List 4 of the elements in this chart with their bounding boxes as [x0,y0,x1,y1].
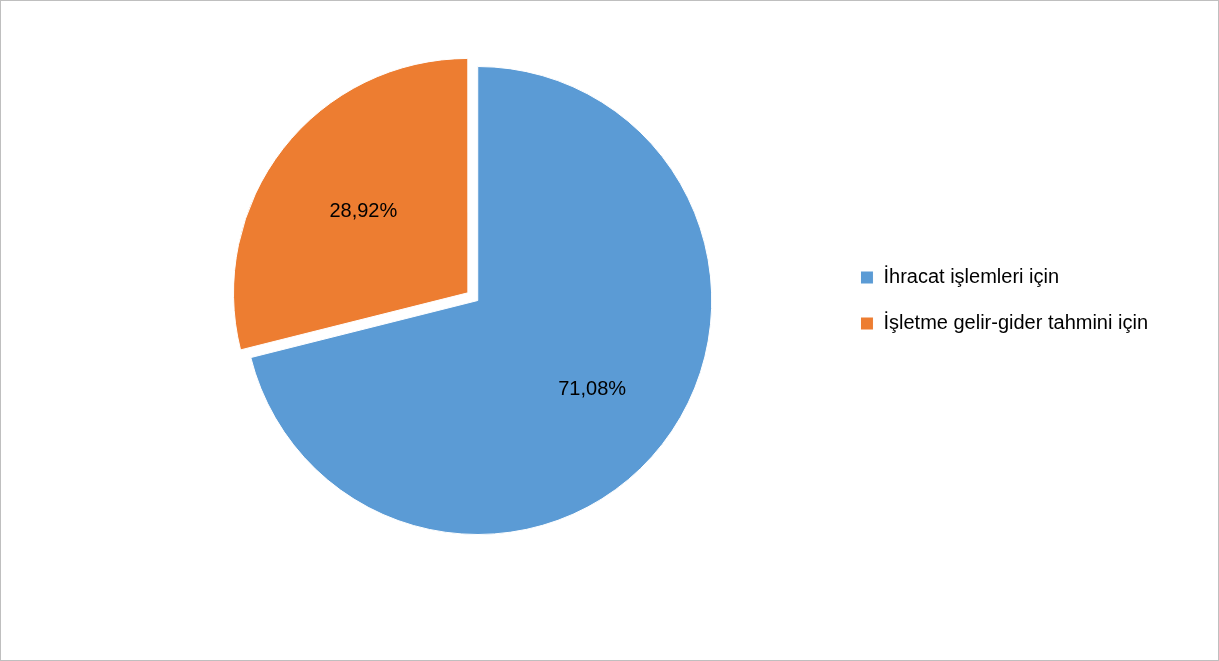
data-label: 71,08% [558,377,627,400]
data-label: 28,92% [329,198,398,221]
legend-label: İşletme gelir-gider tahmini için [883,311,1149,334]
legend-label: İhracat işlemleri için [883,265,1060,288]
